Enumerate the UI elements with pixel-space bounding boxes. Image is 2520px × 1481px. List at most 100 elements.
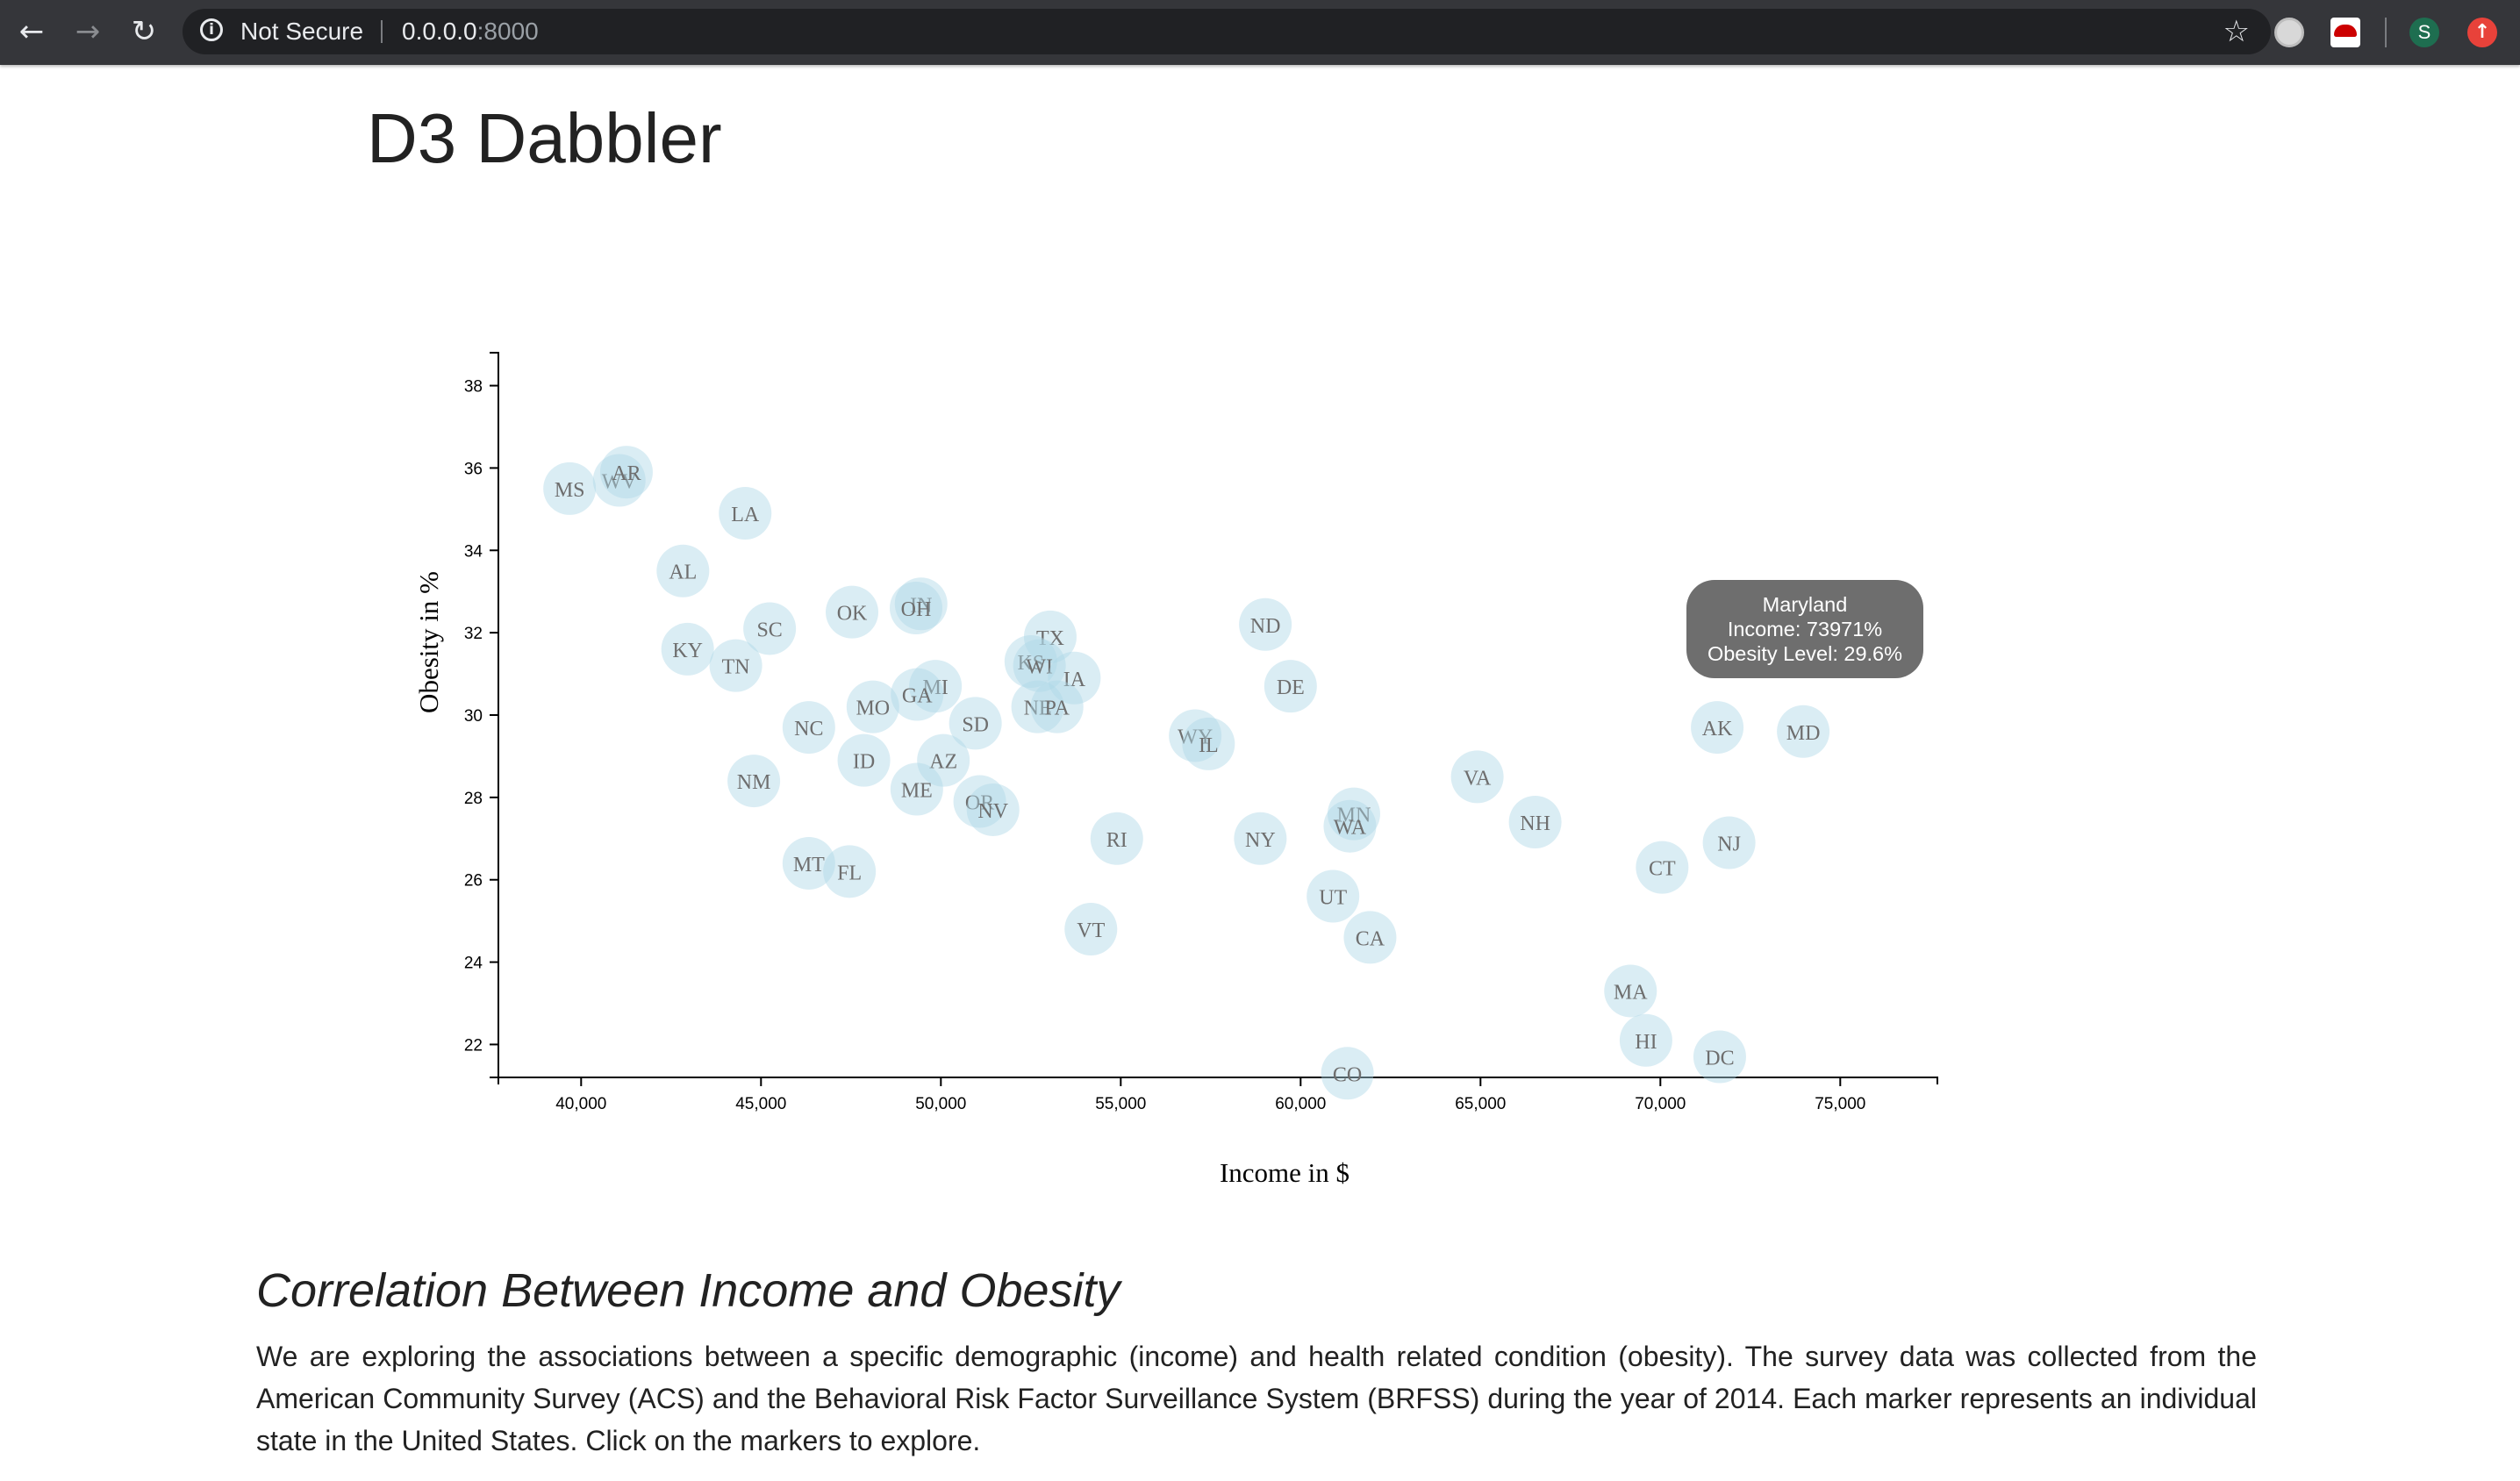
state-abbr-label: AL	[669, 562, 697, 584]
state-abbr-label: MT	[793, 854, 825, 876]
state-abbr-label: NM	[737, 771, 771, 794]
state-abbr-label: WV	[602, 470, 638, 493]
state-abbr-label: SD	[962, 713, 989, 736]
state-marker[interactable]	[826, 585, 879, 639]
state-marker[interactable]	[917, 733, 970, 787]
back-arrow-icon[interactable]: ←	[18, 14, 45, 49]
state-marker[interactable]	[1691, 701, 1744, 755]
state-marker[interactable]	[599, 446, 653, 499]
state-marker[interactable]	[1013, 639, 1066, 692]
state-abbr-label: ND	[1250, 615, 1281, 638]
state-marker[interactable]	[592, 454, 646, 507]
state-marker[interactable]	[1693, 1030, 1746, 1084]
state-marker[interactable]	[543, 461, 597, 515]
state-marker[interactable]	[966, 783, 1020, 836]
state-marker[interactable]	[1030, 680, 1084, 733]
x-tick-label: 40,000	[555, 1095, 606, 1113]
state-marker[interactable]	[1323, 799, 1377, 853]
state-marker[interactable]	[909, 660, 963, 713]
state-abbr-label: KS	[1017, 652, 1044, 675]
state-marker[interactable]	[1321, 1047, 1374, 1100]
state-marker[interactable]	[949, 697, 1002, 750]
state-abbr-label: MA	[1614, 981, 1648, 1004]
state-marker[interactable]	[1048, 651, 1101, 705]
security-status[interactable]: Not Secure	[240, 18, 364, 45]
state-marker[interactable]	[1234, 812, 1287, 865]
state-marker[interactable]	[1702, 816, 1756, 869]
state-marker[interactable]	[1450, 750, 1504, 804]
profile-avatar[interactable]: S	[2409, 18, 2439, 47]
update-arrow-icon[interactable]: ↑	[2467, 18, 2497, 47]
state-abbr-label: CT	[1649, 858, 1676, 881]
y-tick-label: 24	[464, 955, 483, 973]
extension-magnifier-icon[interactable]	[2274, 18, 2304, 47]
state-marker[interactable]	[1343, 911, 1397, 964]
state-marker[interactable]	[837, 733, 891, 787]
state-marker[interactable]	[727, 755, 781, 808]
state-marker[interactable]	[890, 762, 943, 816]
state-abbr-label: NJ	[1717, 833, 1741, 855]
state-marker[interactable]	[894, 577, 948, 631]
x-tick-label: 75,000	[1815, 1095, 1865, 1113]
state-marker[interactable]	[1636, 841, 1689, 894]
state-marker[interactable]	[1023, 610, 1077, 663]
url-text[interactable]: 0.0.0.0:8000	[402, 9, 539, 54]
state-abbr-label: UT	[1319, 887, 1347, 910]
address-bar[interactable]: i Not Secure 0.0.0.0:8000 ☆	[183, 9, 2271, 54]
toolbar-separator	[2385, 18, 2387, 47]
state-marker[interactable]	[1239, 597, 1292, 651]
state-marker[interactable]	[719, 487, 772, 540]
state-marker[interactable]	[1090, 812, 1143, 865]
state-marker[interactable]	[743, 602, 797, 655]
state-marker[interactable]	[1004, 634, 1057, 688]
description-paragraph: We are exploring the associations betwee…	[256, 1341, 2257, 1456]
state-marker[interactable]	[823, 845, 877, 898]
state-abbr-label: VT	[1077, 919, 1105, 942]
state-marker[interactable]	[1307, 869, 1360, 923]
y-tick-label: 36	[464, 460, 483, 478]
state-abbr-label: NV	[977, 800, 1008, 823]
state-marker[interactable]	[1011, 680, 1064, 733]
y-tick-label: 30	[464, 707, 483, 726]
state-marker[interactable]	[1508, 796, 1562, 849]
state-marker[interactable]	[1327, 787, 1380, 841]
state-marker[interactable]	[953, 775, 1006, 828]
state-marker[interactable]	[1064, 903, 1118, 956]
state-marker[interactable]	[1604, 964, 1657, 1018]
x-tick-label: 55,000	[1095, 1095, 1146, 1113]
state-marker[interactable]	[709, 639, 762, 692]
state-marker[interactable]	[782, 701, 835, 755]
state-marker[interactable]	[782, 836, 835, 890]
state-abbr-label: MD	[1786, 722, 1821, 745]
state-marker[interactable]	[846, 680, 899, 733]
x-tick-label: 65,000	[1455, 1095, 1506, 1113]
state-abbr-label: HI	[1635, 1031, 1657, 1054]
state-abbr-label: KY	[672, 640, 703, 662]
state-marker[interactable]	[1777, 705, 1830, 758]
state-abbr-label: WI	[1026, 656, 1053, 679]
extension-redhat-icon[interactable]	[2330, 18, 2360, 47]
forward-arrow-icon[interactable]: →	[75, 14, 101, 49]
state-abbr-label: AZ	[929, 751, 957, 774]
tooltip-income: Income: 73971%	[1727, 618, 1883, 640]
state-marker[interactable]	[891, 668, 944, 721]
state-marker[interactable]	[656, 544, 710, 597]
state-abbr-label: NY	[1245, 829, 1276, 852]
state-marker[interactable]	[890, 581, 943, 634]
state-abbr-label: IL	[1199, 734, 1219, 757]
state-marker[interactable]	[1182, 717, 1235, 770]
scatter-chart: 40,000 45,000 50,000 55,000 60,000 65,000 70,0…	[413, 352, 1938, 1188]
x-tick-label: 50,000	[915, 1095, 966, 1113]
url-host: 0.0.0.0	[402, 18, 477, 45]
state-marker[interactable]	[661, 622, 714, 676]
reload-icon[interactable]: ↻	[131, 14, 157, 49]
bookmark-star-icon[interactable]: ☆	[2223, 14, 2250, 49]
y-tick-label: 38	[464, 378, 483, 397]
state-abbr-label: RI	[1106, 829, 1128, 852]
y-tick-label: 22	[464, 1036, 483, 1055]
state-marker[interactable]	[1264, 660, 1317, 713]
tooltip-obesity: Obesity Level: 29.6%	[1707, 642, 1903, 665]
info-icon[interactable]: i	[200, 18, 223, 41]
state-marker[interactable]	[1619, 1013, 1672, 1067]
state-marker[interactable]	[1169, 709, 1222, 762]
